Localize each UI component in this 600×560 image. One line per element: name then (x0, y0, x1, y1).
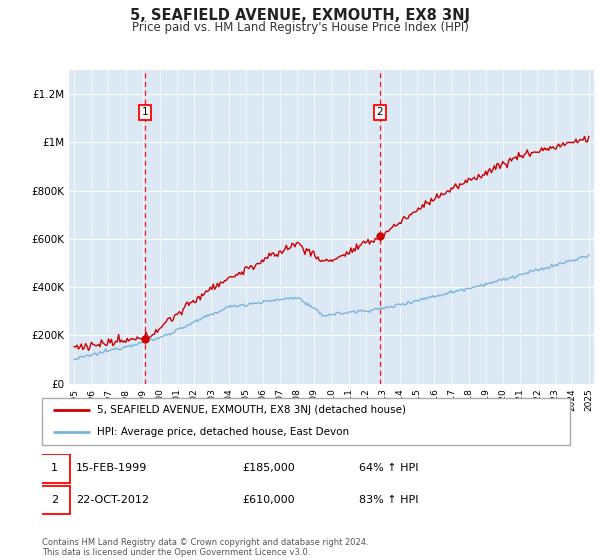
Text: 2: 2 (51, 495, 58, 505)
Text: 2: 2 (376, 108, 383, 118)
Text: Price paid vs. HM Land Registry's House Price Index (HPI): Price paid vs. HM Land Registry's House … (131, 21, 469, 34)
Text: 15-FEB-1999: 15-FEB-1999 (76, 464, 148, 473)
Text: 5, SEAFIELD AVENUE, EXMOUTH, EX8 3NJ: 5, SEAFIELD AVENUE, EXMOUTH, EX8 3NJ (130, 8, 470, 24)
FancyBboxPatch shape (40, 454, 70, 483)
Text: 1: 1 (51, 464, 58, 473)
Text: 64% ↑ HPI: 64% ↑ HPI (359, 464, 418, 473)
Text: 22-OCT-2012: 22-OCT-2012 (76, 495, 149, 505)
Text: £185,000: £185,000 (242, 464, 295, 473)
Text: 83% ↑ HPI: 83% ↑ HPI (359, 495, 418, 505)
Text: £610,000: £610,000 (242, 495, 295, 505)
Text: 5, SEAFIELD AVENUE, EXMOUTH, EX8 3NJ (detached house): 5, SEAFIELD AVENUE, EXMOUTH, EX8 3NJ (de… (97, 405, 406, 416)
FancyBboxPatch shape (40, 486, 70, 514)
Text: HPI: Average price, detached house, East Devon: HPI: Average price, detached house, East… (97, 427, 350, 437)
Text: 1: 1 (142, 108, 148, 118)
Text: Contains HM Land Registry data © Crown copyright and database right 2024.
This d: Contains HM Land Registry data © Crown c… (42, 538, 368, 557)
